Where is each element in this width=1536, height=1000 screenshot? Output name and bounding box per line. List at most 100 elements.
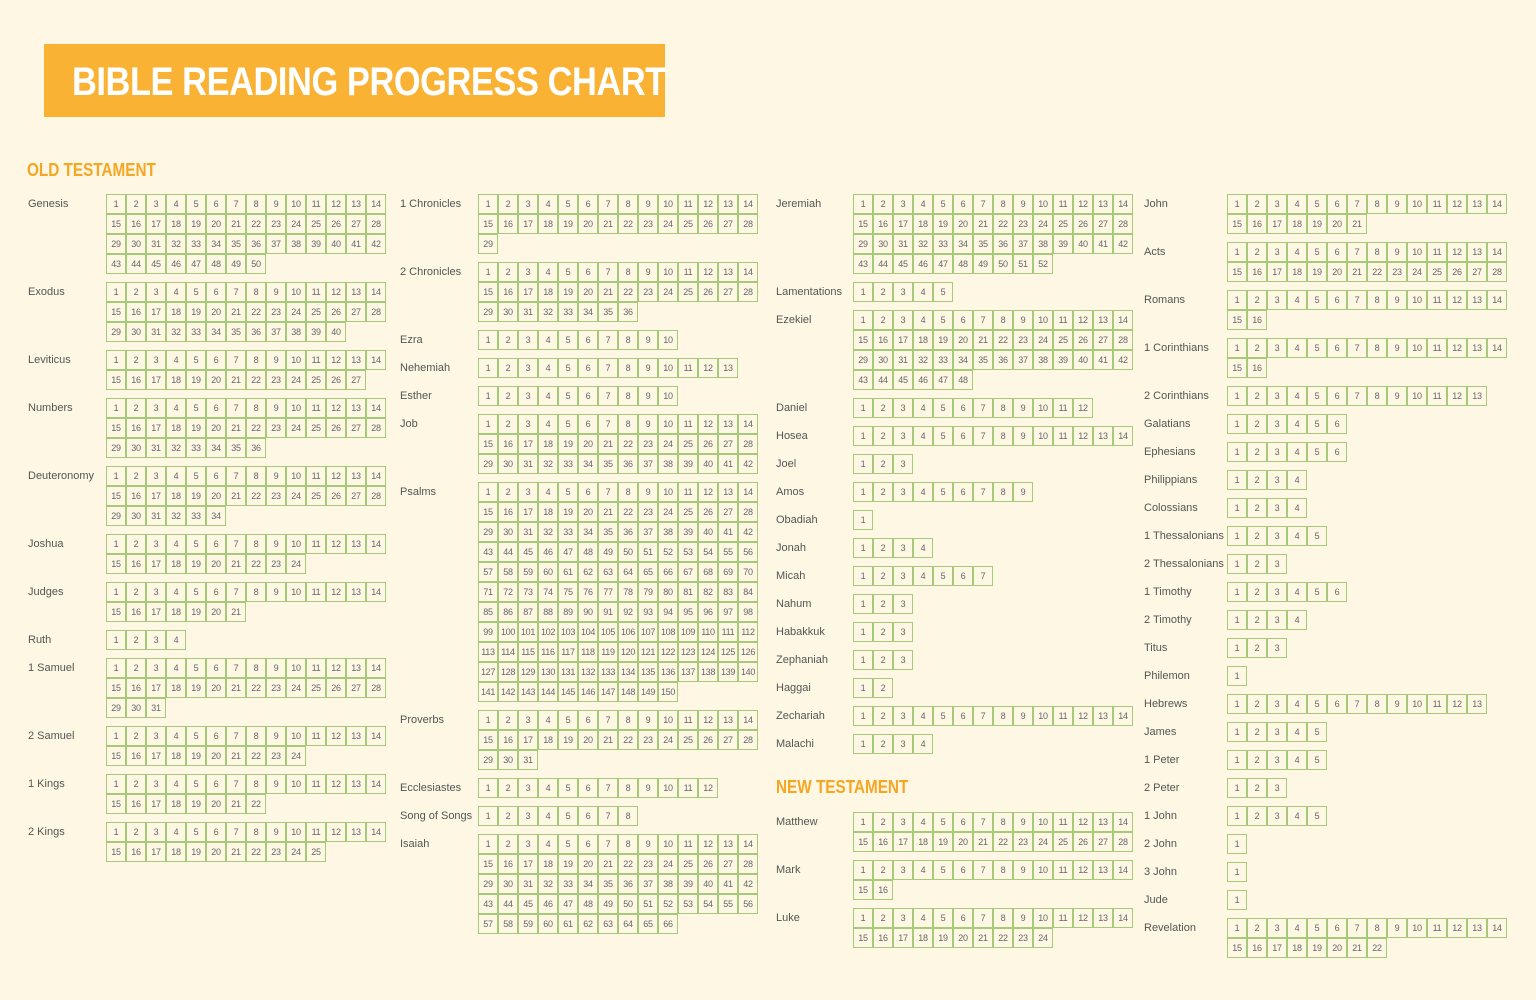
chapter-cell: 18 [538, 214, 558, 234]
chapter-cell: 12 [1447, 242, 1467, 262]
chapter-cell: 9 [266, 726, 286, 746]
chapter-cell: 55 [718, 542, 738, 562]
chapter-cell: 2 [873, 482, 893, 502]
chapter-cell: 46 [538, 894, 558, 914]
chapter-cell: 4 [538, 414, 558, 434]
chapter-cell: 20 [578, 502, 598, 522]
chapter-cell: 15 [853, 928, 873, 948]
chapter-cell: 10 [1407, 194, 1427, 214]
chapter-cell: 36 [618, 454, 638, 474]
chapter-cell: 5 [1307, 750, 1327, 770]
chapter-cell: 12 [326, 774, 346, 794]
chapter-cell: 19 [186, 794, 206, 814]
chapter-cell: 23 [266, 214, 286, 234]
book-name: Isaiah [400, 838, 430, 850]
chapter-cell: 4 [166, 630, 186, 650]
chapter-cell: 2 [873, 812, 893, 832]
chapter-cell: 39 [1053, 350, 1073, 370]
chapter-cell: 1 [1227, 890, 1247, 910]
chapter-cell: 5 [1307, 194, 1327, 214]
chapter-cell: 28 [738, 854, 758, 874]
chapter-cell: 10 [1407, 242, 1427, 262]
chapter-cell: 14 [366, 658, 386, 678]
chapter-cell: 3 [893, 426, 913, 446]
chapter-cell: 5 [558, 414, 578, 434]
chapter-cell: 12 [326, 282, 346, 302]
chapter-cell: 3 [518, 386, 538, 406]
chapter-cell: 1 [853, 908, 873, 928]
chapter-cell: 4 [166, 350, 186, 370]
book-name: Ruth [28, 634, 52, 646]
chapter-cell: 38 [658, 522, 678, 542]
chapter-cell: 2 [1247, 554, 1267, 574]
chapter-cell: 47 [558, 542, 578, 562]
book-name: Lamentations [776, 286, 843, 298]
chapter-cell: 16 [126, 418, 146, 438]
chapter-cell: 1 [853, 594, 873, 614]
chapter-cell: 19 [186, 602, 206, 622]
chapter-cell: 23 [638, 502, 658, 522]
chapter-cell: 33 [933, 350, 953, 370]
chapter-cell: 6 [953, 398, 973, 418]
chapter-cell: 50 [993, 254, 1013, 274]
chapter-cell: 80 [658, 582, 678, 602]
chapter-cell: 2 [1247, 778, 1267, 798]
chapter-cell: 27 [718, 434, 738, 454]
chapter-cell: 1 [853, 706, 873, 726]
chapter-cell: 14 [738, 414, 758, 434]
chapter-cell: 3 [893, 812, 913, 832]
chapter-cell: 39 [306, 234, 326, 254]
chapter-cell: 20 [578, 854, 598, 874]
chapter-cell: 25 [1053, 832, 1073, 852]
chapter-cell: 11 [1053, 706, 1073, 726]
chapter-cell: 99 [478, 622, 498, 642]
chapter-cell: 34 [578, 874, 598, 894]
chapter-cell: 17 [518, 854, 538, 874]
chapter-cell: 15 [106, 418, 126, 438]
chapter-cell: 3 [146, 726, 166, 746]
chapter-cell: 9 [266, 466, 286, 486]
chapter-cell: 7 [973, 194, 993, 214]
chapter-cell: 2 [1247, 582, 1267, 602]
chapter-cell: 4 [166, 774, 186, 794]
chapter-cell: 37 [638, 874, 658, 894]
chapter-cell: 65 [638, 914, 658, 934]
chapter-cell: 4 [166, 582, 186, 602]
chapter-cell: 19 [558, 214, 578, 234]
chapter-cell: 7 [226, 466, 246, 486]
chapter-cell: 71 [478, 582, 498, 602]
chapter-cell: 1 [853, 310, 873, 330]
chapter-cell: 26 [1073, 832, 1093, 852]
chapter-cell: 14 [1113, 310, 1133, 330]
chapter-cell: 81 [678, 582, 698, 602]
chapter-cell: 3 [893, 594, 913, 614]
chapter-cell: 6 [578, 710, 598, 730]
chapter-cell: 40 [1073, 350, 1093, 370]
chapter-cell: 42 [1113, 234, 1133, 254]
chapter-cell: 7 [226, 282, 246, 302]
book-name: 1 John [1144, 810, 1178, 822]
chapter-cell: 30 [498, 522, 518, 542]
chapter-cell: 1 [106, 822, 126, 842]
chapter-cell: 25 [678, 854, 698, 874]
chapter-cell: 12 [326, 822, 346, 842]
chapter-cell: 14 [1113, 860, 1133, 880]
chapter-cell: 16 [1247, 358, 1267, 378]
chapter-cell: 10 [1033, 310, 1053, 330]
book-name: Mark [776, 864, 801, 876]
chapter-cell: 65 [638, 562, 658, 582]
chapter-cell: 21 [226, 418, 246, 438]
chapter-cell: 35 [598, 454, 618, 474]
chapter-cell: 3 [1267, 338, 1287, 358]
chapter-cell: 18 [1287, 262, 1307, 282]
chapter-cell: 21 [226, 554, 246, 574]
chapter-cell: 1 [1227, 834, 1247, 854]
chapter-cell: 19 [933, 928, 953, 948]
chapter-cell: 10 [286, 282, 306, 302]
chapter-cell: 7 [598, 414, 618, 434]
chapter-cell: 45 [518, 894, 538, 914]
book-name: Exodus [28, 286, 65, 298]
chapter-cell: 12 [1073, 398, 1093, 418]
chapter-cell: 143 [518, 682, 538, 702]
chapter-cell: 24 [286, 418, 306, 438]
